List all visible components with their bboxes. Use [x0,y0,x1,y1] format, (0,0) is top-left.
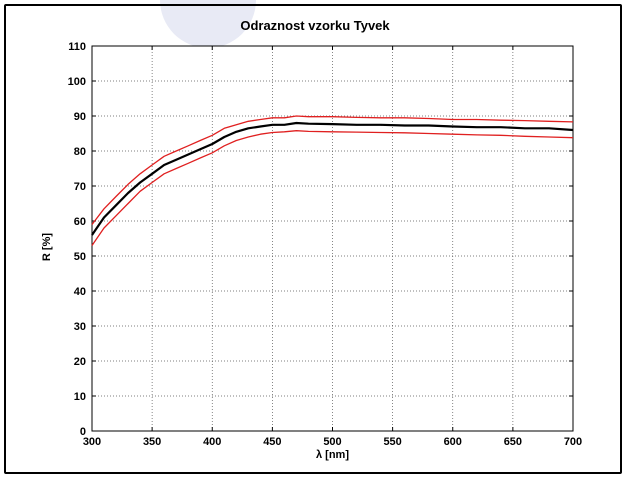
y-tick-label: 40 [74,286,86,298]
x-tick-label: 600 [444,436,462,448]
x-tick-label: 350 [143,436,161,448]
figure-frame [4,4,622,474]
x-tick-label: 450 [263,436,281,448]
x-tick-label: 300 [83,436,101,448]
x-tick-label: 650 [504,436,522,448]
y-tick-label: 90 [74,111,86,123]
y-tick-label: 60 [74,216,86,228]
y-tick-label: 100 [68,76,86,88]
x-tick-label: 500 [323,436,341,448]
series-line-lower [91,130,574,246]
y-tick-label: 0 [80,426,86,438]
y-tick-label: 30 [74,321,86,333]
x-tick-label: 700 [564,436,582,448]
series-line-mean [91,121,574,236]
y-tick-label: 10 [74,391,86,403]
y-tick-label: 50 [74,251,86,263]
y-tick-label: 20 [74,356,86,368]
x-tick-label: 400 [203,436,221,448]
y-tick-label: 110 [68,41,86,53]
x-axis-label: λ [nm] [316,449,349,461]
chart-title: Odraznost vzorku Tyvek [240,18,390,33]
series-line-upper [91,115,574,225]
y-tick-label: 70 [74,181,86,193]
x-tick-label: 550 [383,436,401,448]
y-tick-label: 80 [74,146,86,158]
